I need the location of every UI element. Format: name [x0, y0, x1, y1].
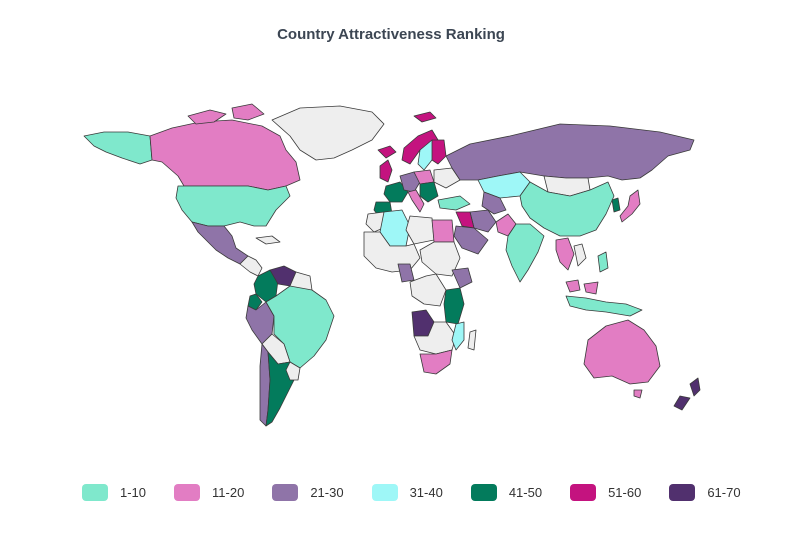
country-philippines[interactable] [597, 251, 609, 273]
country-mozambique[interactable] [451, 321, 465, 351]
country-libya[interactable] [405, 215, 435, 245]
country-ecuador[interactable] [247, 293, 263, 311]
country-madagascar[interactable] [467, 329, 477, 351]
country-saudi-arabia[interactable] [453, 225, 489, 255]
country-tanzania[interactable] [443, 287, 465, 325]
legend-label: 51-60 [608, 485, 642, 500]
country-west-africa[interactable] [363, 231, 421, 273]
country-canada[interactable] [149, 119, 301, 191]
country-balkans[interactable] [419, 181, 439, 203]
legend-item-51-60[interactable]: 51-60 [570, 484, 641, 501]
country-india[interactable] [505, 223, 545, 283]
legend-item-41-50[interactable]: 41-50 [470, 484, 543, 501]
country-brazil[interactable] [265, 285, 335, 369]
country-svalbard[interactable] [413, 111, 437, 123]
country-russia[interactable] [445, 123, 695, 181]
country-central-africa[interactable] [409, 273, 447, 307]
country-mexico[interactable] [191, 221, 249, 265]
country-australia[interactable] [583, 319, 661, 385]
legend-swatch [174, 484, 201, 501]
country-italy[interactable] [407, 189, 425, 213]
country-paraguay[interactable] [285, 361, 301, 381]
country-japan[interactable] [619, 189, 641, 223]
country-usa[interactable] [175, 185, 291, 227]
country-ukraine[interactable] [433, 167, 461, 189]
country-turkey[interactable] [437, 195, 471, 211]
country-canada-islands[interactable] [187, 103, 265, 125]
legend-swatch [669, 484, 696, 501]
country-vietnam[interactable] [573, 243, 587, 267]
country-germany[interactable] [399, 171, 421, 193]
country-central-asia[interactable] [481, 191, 507, 215]
country-egypt[interactable] [431, 219, 455, 243]
country-malaysia[interactable] [565, 279, 599, 295]
legend-label: 61-70 [707, 485, 741, 500]
country-ethiopia[interactable] [451, 267, 473, 289]
legend-swatch [82, 484, 108, 501]
country-new-zealand[interactable] [673, 377, 701, 411]
country-china[interactable] [519, 181, 615, 237]
country-greenland[interactable] [271, 105, 385, 161]
country-sudan[interactable] [419, 241, 461, 277]
country-france[interactable] [383, 181, 409, 203]
legend-label: 31-40 [409, 485, 443, 500]
legend-swatch [371, 484, 398, 501]
country-iceland[interactable] [377, 145, 397, 159]
country-alaska[interactable] [83, 131, 153, 165]
legend-label: 21-30 [310, 485, 344, 500]
country-nigeria[interactable] [397, 263, 415, 283]
country-finland[interactable] [431, 139, 447, 165]
country-indonesia[interactable] [565, 295, 643, 317]
legend-item-21-30[interactable]: 21-30 [272, 484, 344, 501]
legend-label: 1-10 [120, 485, 147, 500]
legend-item-1-10[interactable]: 1-10 [82, 484, 146, 501]
legend-label: 41-50 [508, 485, 543, 500]
country-thailand[interactable] [555, 237, 575, 271]
legend-swatch [470, 484, 497, 501]
legend-swatch [272, 484, 299, 501]
legend-item-11-20[interactable]: 11-20 [174, 484, 244, 501]
country-south-africa[interactable] [419, 349, 453, 375]
legend-swatch [570, 484, 597, 501]
country-central-america[interactable] [239, 255, 263, 277]
map-title: Country Attractiveness Ranking [277, 26, 505, 43]
legend-item-31-40[interactable]: 31-40 [371, 484, 443, 501]
country-tasmania[interactable] [633, 389, 643, 399]
country-korea[interactable] [611, 197, 621, 213]
legend-label: 11-20 [212, 485, 245, 500]
legend: 1-10 11-20 21-30 31-40 41-50 51-60 61-70 [82, 484, 769, 501]
legend-item-61-70[interactable]: 61-70 [669, 484, 741, 501]
country-uk[interactable] [379, 159, 393, 183]
country-cuba[interactable] [255, 235, 281, 245]
